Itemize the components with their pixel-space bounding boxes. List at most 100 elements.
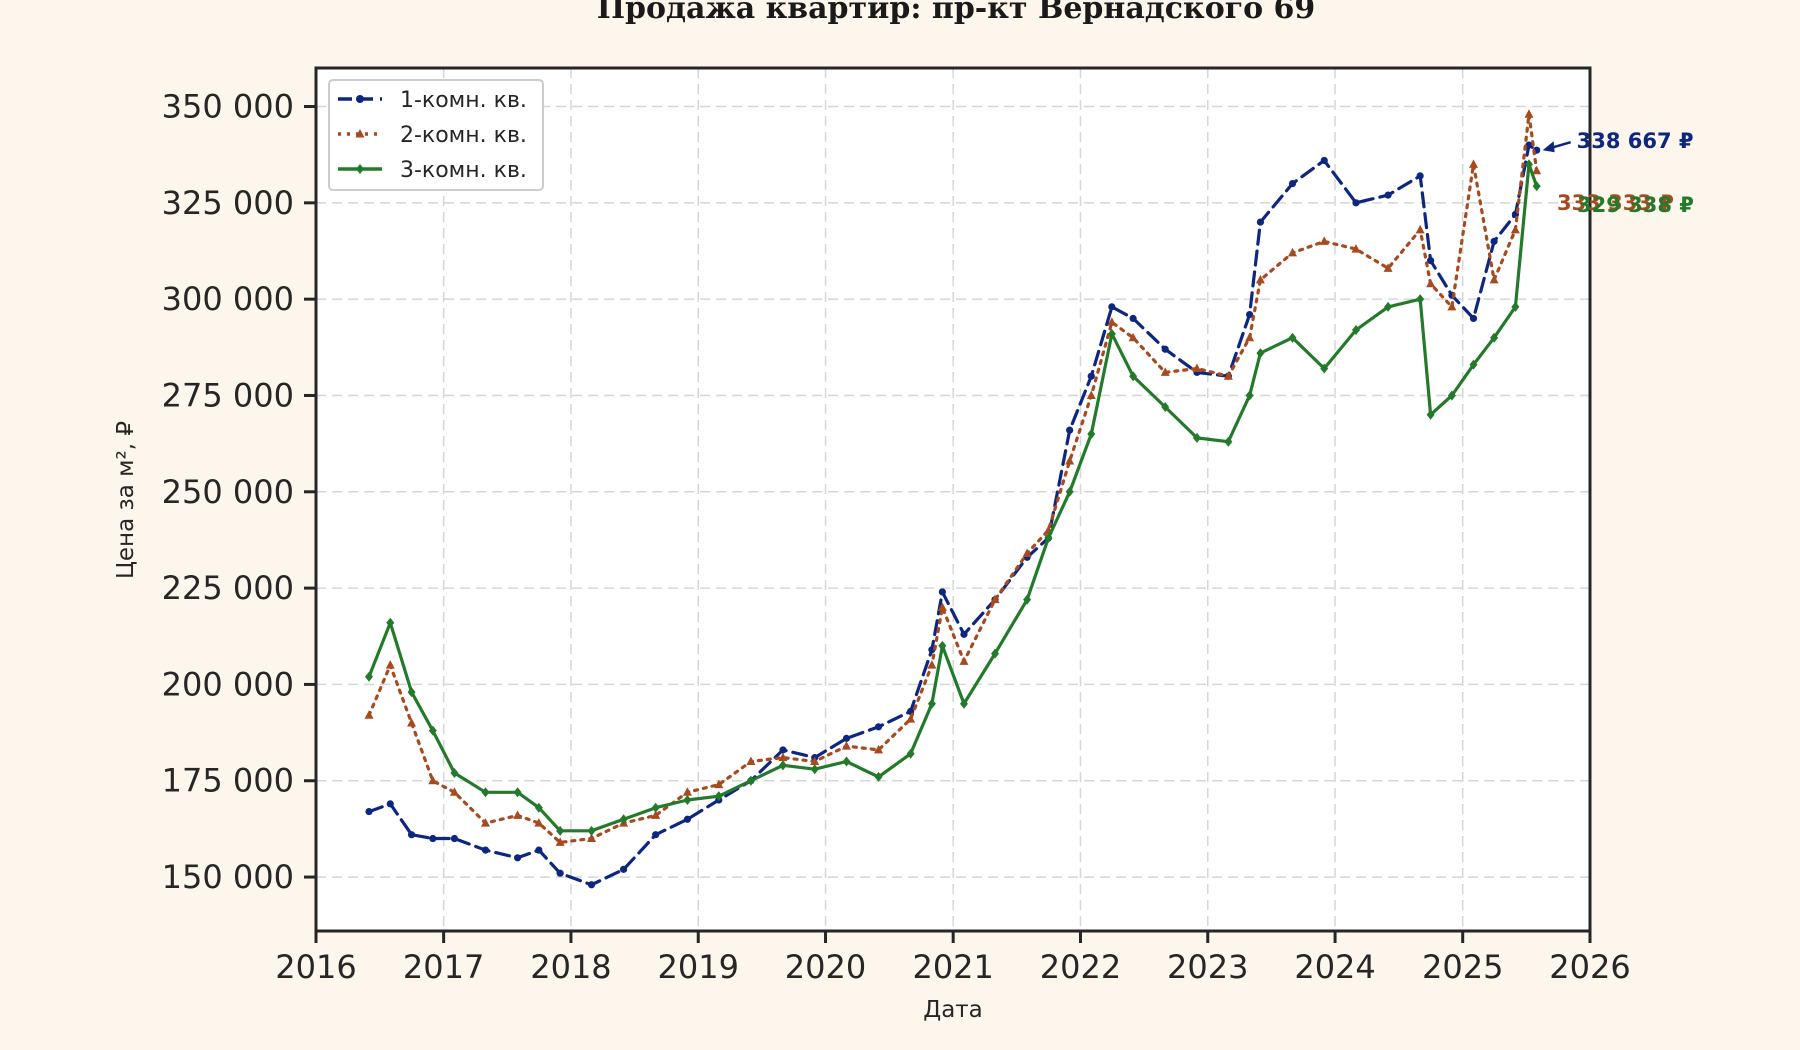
data-point [481, 787, 490, 798]
y-axis-label: Цена за м², ₽ [113, 421, 139, 579]
data-point [386, 617, 395, 628]
data-point [937, 602, 947, 611]
x-tick-label: 2018 [530, 948, 611, 986]
x-tick-label: 2021 [912, 948, 993, 986]
data-point [587, 881, 596, 889]
data-point [1490, 237, 1498, 245]
data-point [959, 656, 969, 665]
data-point [1288, 332, 1297, 343]
data-point [1128, 332, 1138, 342]
data-point [1087, 429, 1096, 440]
x-tick-label: 2022 [1040, 948, 1121, 986]
data-point [1320, 363, 1329, 374]
series-2 [364, 109, 1542, 846]
data-point [513, 854, 522, 862]
data-point [1447, 390, 1456, 401]
data-point [1383, 263, 1393, 272]
data-point [1320, 156, 1328, 165]
data-point [1245, 332, 1255, 342]
x-tick-label: 2020 [785, 948, 866, 986]
data-point [556, 869, 564, 877]
end-label-arrowhead [1542, 141, 1555, 153]
data-point [1469, 159, 1479, 168]
data-point [1319, 236, 1329, 245]
data-point [449, 787, 459, 796]
x-tick-label: 2024 [1294, 948, 1375, 986]
x-tick-label: 2016 [275, 948, 356, 986]
data-point [810, 764, 819, 775]
data-point [1427, 257, 1435, 265]
data-point [1224, 436, 1233, 447]
data-point [1426, 409, 1435, 420]
data-point [1161, 345, 1169, 353]
data-point [1511, 301, 1520, 312]
data-point [535, 846, 543, 854]
data-point [938, 588, 946, 596]
data-point [620, 865, 628, 873]
x-tick-label: 2017 [403, 948, 484, 986]
data-point [1532, 181, 1541, 192]
data-point [714, 791, 723, 802]
data-point [874, 771, 883, 782]
data-point [1288, 179, 1297, 188]
data-point [513, 787, 522, 798]
data-point [1256, 218, 1265, 226]
legend-entry-1: 1-комн. кв. [338, 88, 527, 113]
series-3 [365, 159, 1541, 836]
data-point [874, 723, 883, 731]
data-point [1065, 455, 1075, 465]
data-point [1129, 314, 1137, 323]
data-point [959, 698, 968, 709]
data-point [429, 834, 437, 843]
data-point [746, 756, 756, 765]
end-label-3: 329 338 ₽ [1577, 193, 1694, 217]
y-tick-label: 300 000 [162, 280, 294, 318]
x-tick-label: 2023 [1167, 948, 1248, 986]
data-point [365, 671, 374, 682]
data-point [810, 756, 820, 765]
data-point [746, 775, 755, 786]
data-point [1066, 426, 1074, 434]
legend-label: 2-комн. кв. [400, 123, 527, 148]
data-point [842, 756, 851, 767]
data-point [779, 746, 787, 754]
data-point [1160, 367, 1170, 376]
data-point [587, 825, 596, 836]
data-point [481, 846, 490, 854]
x-tick-label: 2019 [658, 948, 739, 986]
data-point [428, 775, 438, 785]
data-point [555, 837, 565, 846]
data-point [619, 814, 628, 825]
x-tick-label: 2025 [1422, 948, 1503, 986]
data-point [1490, 332, 1499, 343]
data-point [991, 648, 1000, 659]
data-point [683, 795, 692, 806]
data-point [1246, 310, 1254, 319]
data-point [1161, 402, 1170, 413]
y-tick-label: 350 000 [162, 88, 294, 126]
legend-label: 3-комн. кв. [400, 158, 527, 183]
data-point [428, 725, 437, 736]
data-point [778, 760, 787, 771]
axis-ticks: 2016 2017 2018 2019 2020 2021 2022 2023 2024 2025… [162, 88, 1631, 986]
data-point [1192, 432, 1201, 443]
data-point [1255, 274, 1265, 284]
data-point [386, 800, 394, 808]
data-point [1044, 533, 1053, 544]
data-point [1384, 301, 1393, 312]
data-point [841, 741, 851, 750]
data-point [1351, 324, 1360, 335]
data-point [990, 594, 1000, 604]
data-point [1022, 548, 1032, 557]
data-point [587, 833, 597, 843]
y-tick-label: 200 000 [162, 665, 294, 703]
data-point [683, 815, 692, 823]
data-point [407, 831, 416, 839]
legend: 1-комн. кв. 2-комн. кв. 3-комн. кв. [328, 79, 544, 191]
data-point [1087, 372, 1095, 380]
data-point [365, 807, 373, 816]
legend-entry-3: 3-комн. кв. [338, 158, 527, 183]
data-point [960, 630, 968, 638]
